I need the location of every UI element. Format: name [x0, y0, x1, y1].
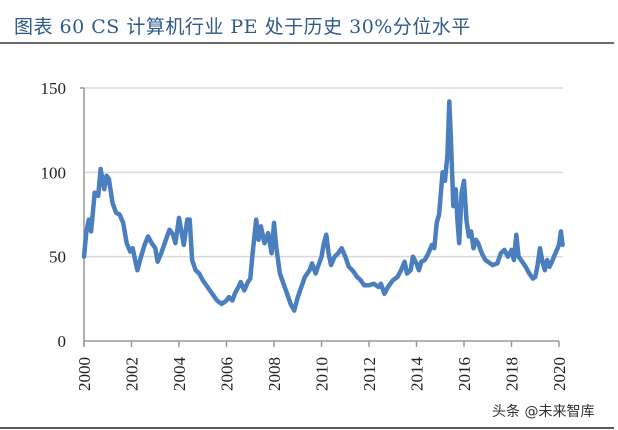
x-tick-label: 2000 — [75, 357, 94, 391]
gridlines — [84, 87, 563, 258]
pe-series-line — [81, 99, 565, 313]
x-tick-label: 2016 — [455, 357, 474, 391]
bottom-divider — [0, 427, 614, 429]
x-tick-label: 2006 — [218, 357, 237, 391]
figure-title: 图表 60 CS 计算机行业 PE 处于历史 30%分位水平 — [14, 16, 471, 38]
x-axis-tick-labels: 2000 2002 2004 2006 2008 2010 2012 2014 2016 2018… — [75, 357, 569, 392]
y-tick-label: 150 — [41, 79, 67, 98]
x-tick-label: 2008 — [265, 357, 284, 391]
title-divider — [0, 42, 614, 44]
figure-header: 图表 60 CS 计算机行业 PE 处于历史 30%分位水平 — [0, 0, 618, 46]
x-tick-label: 2004 — [170, 357, 189, 392]
x-tick-label: 2010 — [313, 357, 332, 391]
watermark: 头条 @未来智库 — [492, 404, 595, 420]
x-tick-label: 2020 — [550, 357, 569, 391]
x-tick-label: 2018 — [503, 357, 522, 391]
y-tick-label: 100 — [41, 163, 67, 182]
y-tick-label: 50 — [49, 248, 66, 267]
axes — [80, 87, 560, 347]
x-tick-label: 2014 — [408, 357, 427, 392]
y-tick-label: 0 — [58, 332, 67, 351]
y-axis-tick-labels: 0 50 100 150 — [41, 79, 67, 351]
x-tick-label: 2012 — [360, 357, 379, 391]
x-tick-label: 2002 — [123, 357, 142, 391]
